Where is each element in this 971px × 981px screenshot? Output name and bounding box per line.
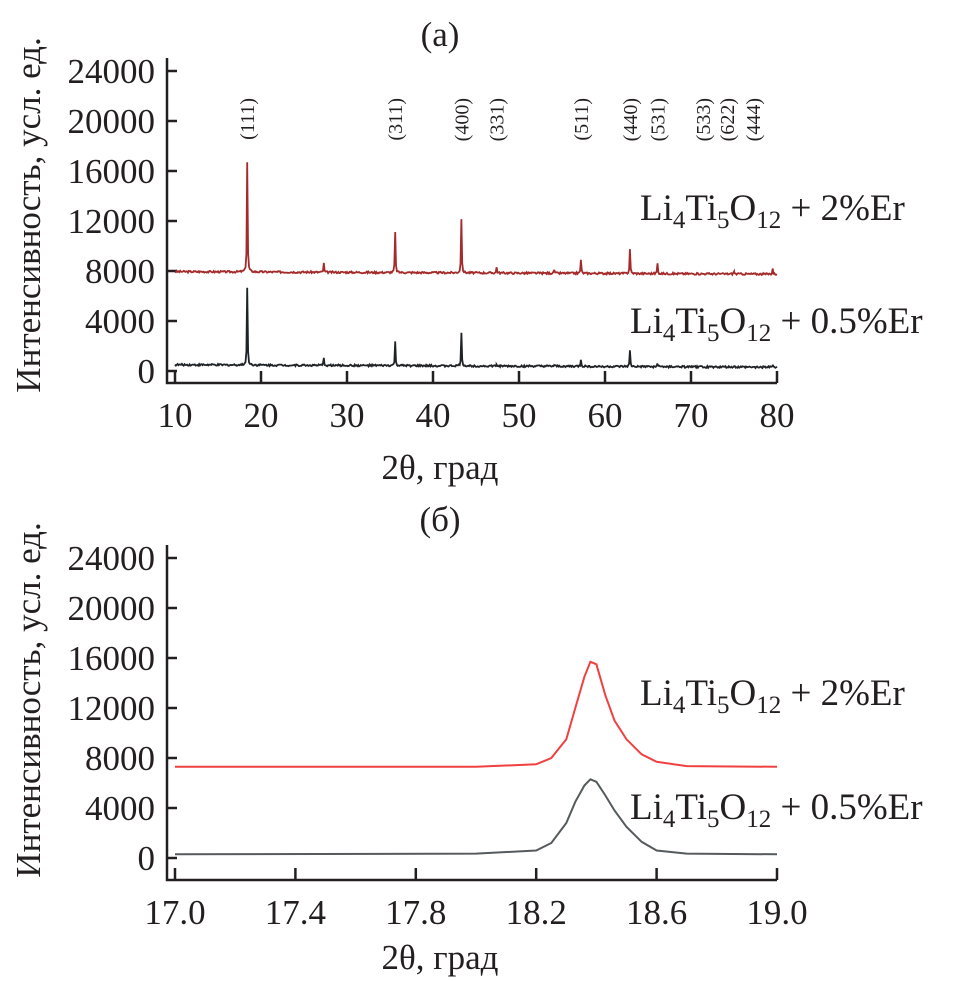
hkl-annotation: (311) [385,98,407,141]
legend-label-2: Li4Ti5O12 + 0.5%Er [630,301,923,347]
subscript: 5 [707,806,720,833]
subscript: 5 [717,692,730,719]
label-part: Ti [685,673,717,714]
hkl-annotation: (511) [571,98,593,141]
hkl-annotation: (440) [620,98,642,141]
label-part: Li [630,301,663,342]
subscript: 5 [707,320,720,347]
x-tick-label: 50 [502,396,537,435]
series-line-2 [174,778,778,856]
y-tick-label: 20000 [68,102,156,141]
x-axis-title: 2θ, град [382,938,499,977]
hkl-annotation: (533) [693,98,715,141]
x-tick-label: 40 [416,396,451,435]
x-tick-label: 20 [244,396,279,435]
x-tick-label: 60 [588,396,623,435]
label-part: + 0.5%Er [771,787,922,828]
y-tick-label: 16000 [68,639,156,678]
x-tick-label: 18.2 [506,893,567,932]
axes [165,545,777,882]
subscript: 4 [663,320,676,347]
legend-label-2: Li4Ti5O12 + 0.5%Er [630,787,923,833]
hkl-annotation: (111) [237,98,259,140]
label-part: O [729,188,756,229]
y-tick-label: 4000 [85,789,155,828]
label-part: O [719,787,746,828]
y-tick-label: 24000 [68,539,156,578]
y-tick-label: 0 [138,839,156,878]
chart-panel-1: (a) 0 4000 8000 12000 16000 20000 24000 10 20 30 40… [9,15,923,487]
y-tick-label: 8000 [85,252,155,291]
hkl-annotation: (331) [487,98,509,141]
hkl-annotation: (444) [743,98,765,141]
subscript: 12 [746,806,771,833]
hkl-annotation: (400) [451,98,473,141]
hkl-annotation: (622) [717,98,739,141]
label-part: Ti [675,787,707,828]
x-axis-title: 2θ, град [382,448,499,487]
y-tick-label: 8000 [85,739,155,778]
label-part: Ti [675,301,707,342]
y-axis-title: Интенсивность, усл. ед. [9,37,48,392]
chart-panel-2: (б) 0 4000 8000 12000 16000 20000 24000 17.0 17.4… [9,500,923,977]
x-tick-label: 17.0 [144,893,205,932]
y-tick-label: 24000 [68,52,156,91]
y-axis-title: Интенсивность, усл. ед. [9,522,48,877]
y-tick-label: 4000 [85,302,155,341]
series-line-1 [175,660,778,768]
x-tick-label: 30 [330,396,365,435]
y-tick-label: 12000 [68,689,156,728]
subscript: 4 [673,692,686,719]
y-tick-label: 20000 [68,589,156,628]
series-line-1 [174,162,778,277]
subscript: 12 [756,207,781,234]
subscript: 5 [717,207,730,234]
legend-label-1: Li4Ti5O12 + 2%Er [640,188,905,234]
x-tick-label: 80 [760,396,795,435]
x-tick-label: 17.8 [385,893,446,932]
series-line-2 [174,287,778,370]
x-tick-label: 17.4 [265,893,326,932]
y-tick-label: 16000 [68,152,156,191]
label-part: O [729,673,756,714]
y-tick-label: 0 [138,352,156,391]
subscript: 4 [663,806,676,833]
x-tick-label: 10 [158,396,193,435]
label-part: + 0.5%Er [771,301,922,342]
panel-label: (б) [419,500,460,539]
label-part: + 2%Er [781,673,905,714]
axes [165,58,777,385]
subscript: 12 [746,320,771,347]
label-part: Li [640,188,673,229]
x-tick-label: 18.6 [626,893,687,932]
label-part: O [719,301,746,342]
label-part: Ti [685,188,717,229]
x-tick-label: 70 [674,396,709,435]
legend-label-1: Li4Ti5O12 + 2%Er [640,673,905,719]
subscript: 12 [756,692,781,719]
label-part: Li [630,787,663,828]
subscript: 4 [673,207,686,234]
x-tick-label: 19.0 [746,893,807,932]
panel-label: (a) [421,15,460,54]
hkl-annotation: (531) [647,98,669,141]
label-part: + 2%Er [781,188,905,229]
y-tick-label: 12000 [68,202,156,241]
label-part: Li [640,673,673,714]
